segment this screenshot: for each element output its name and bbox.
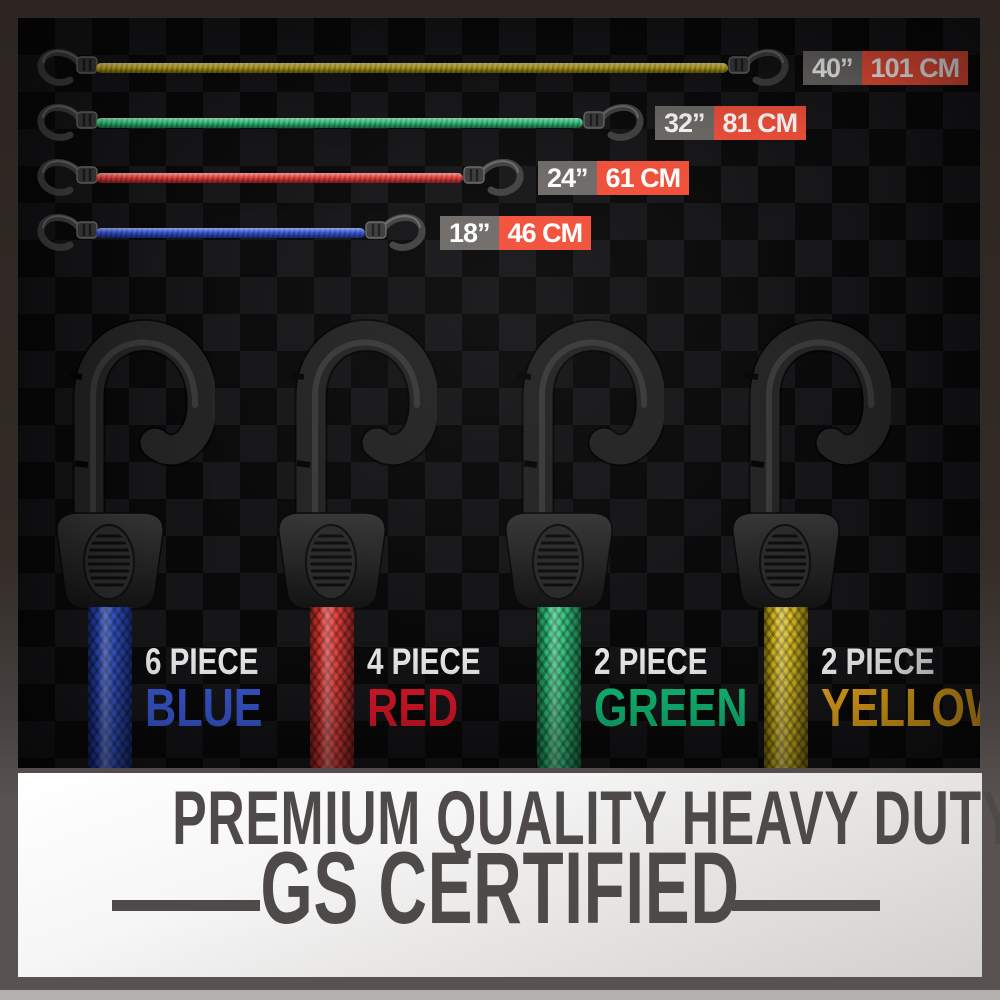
banner-dash-right <box>732 900 880 911</box>
cord-end-hook-icon <box>724 44 794 92</box>
bungee-cord-yellow <box>96 63 728 73</box>
size-badge-32in: 32” 81 CM <box>655 106 807 140</box>
piece-label-yellow: 2 PIECE YELLOW <box>821 641 980 738</box>
size-cm: 101 CM <box>861 51 969 85</box>
piece-color-name: BLUE <box>145 678 263 738</box>
piece-color-name: RED <box>367 678 459 738</box>
bungee-cord-blue <box>96 228 365 238</box>
cord-blue <box>88 607 132 768</box>
hook-icon <box>18 285 215 615</box>
hook-icon <box>454 285 664 615</box>
hook-unit-blue: 6 PIECE BLUE <box>18 285 263 768</box>
size-badge-40in: 40” 101 CM <box>803 51 969 85</box>
carbon-fiber-background: 40” 101 CM 32” 81 CM 24” 61 CM 18” 46 CM 6 P… <box>18 18 980 768</box>
size-inches: 24” <box>538 161 597 195</box>
banner-dash-left <box>112 900 260 911</box>
bottom-banner: PREMIUM QUALITY HEAVY DUTY GS CERTIFIED <box>18 773 1000 977</box>
piece-count: 2 PIECE <box>594 641 708 682</box>
hook-icon <box>227 285 437 615</box>
cord-end-hook-icon <box>32 99 102 147</box>
size-badge-24in: 24” 61 CM <box>538 161 690 195</box>
cord-yellow <box>764 607 808 768</box>
size-cm: 61 CM <box>596 161 690 195</box>
piece-label-blue: 6 PIECE BLUE <box>145 641 292 738</box>
size-cm: 46 CM <box>498 216 592 250</box>
banner-headline: PREMIUM QUALITY HEAVY DUTY <box>172 776 1000 861</box>
size-inches: 40” <box>803 51 862 85</box>
piece-label-red: 4 PIECE RED <box>367 641 509 738</box>
cord-red <box>310 607 354 768</box>
size-inches: 32” <box>655 106 714 140</box>
cord-green <box>537 607 581 768</box>
piece-color-name: GREEN <box>594 678 748 738</box>
hook-unit-red: 4 PIECE RED <box>227 285 481 768</box>
piece-count: 2 PIECE <box>821 641 935 682</box>
bungee-cord-green <box>96 118 583 128</box>
hook-unit-yellow: 2 PIECE YELLOW <box>681 285 980 768</box>
cord-end-hook-icon <box>32 209 102 257</box>
hook-icon <box>681 285 891 615</box>
bungee-cord-red <box>96 173 463 183</box>
cord-end-hook-icon <box>32 44 102 92</box>
piece-count: 4 PIECE <box>367 641 481 682</box>
piece-count: 6 PIECE <box>145 641 259 682</box>
banner-subheadline: GS CERTIFIED <box>260 831 740 945</box>
size-badge-18in: 18” 46 CM <box>440 216 592 250</box>
hook-unit-green: 2 PIECE GREEN <box>454 285 748 768</box>
cord-end-hook-icon <box>459 154 529 202</box>
cord-end-hook-icon <box>579 99 649 147</box>
piece-color-name: YELLOW <box>821 678 980 738</box>
cord-end-hook-icon <box>361 209 431 257</box>
size-inches: 18” <box>440 216 499 250</box>
cord-end-hook-icon <box>32 154 102 202</box>
size-cm: 81 CM <box>713 106 807 140</box>
piece-label-green: 2 PIECE GREEN <box>594 641 786 738</box>
bottom-edge-strip <box>0 990 1000 1000</box>
